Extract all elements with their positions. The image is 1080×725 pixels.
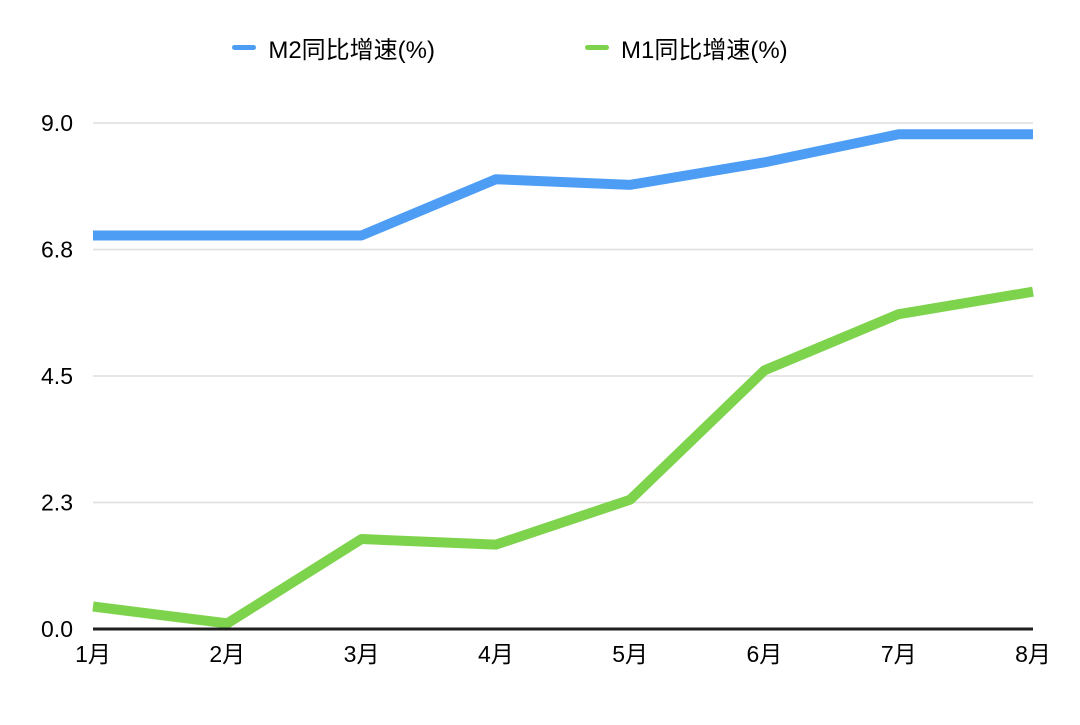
y-tick-label: 4.5 xyxy=(41,363,73,389)
legend-marker-m2-icon xyxy=(232,45,257,50)
x-tick-label: 2月 xyxy=(209,641,245,667)
x-tick-label: 7月 xyxy=(881,641,917,667)
legend-label-m2: M2同比增速(%) xyxy=(268,37,435,64)
legend-item-m2: M2同比增速(%) xyxy=(232,30,435,65)
series-line-m2 xyxy=(93,129,1033,241)
series-line-m1 xyxy=(92,286,1034,629)
legend-marker-m1-icon xyxy=(585,45,609,50)
x-tick-label: 3月 xyxy=(344,641,380,667)
y-tick-label: 6.8 xyxy=(41,237,73,263)
x-tick-label: 5月 xyxy=(612,641,648,667)
x-tick-label: 8月 xyxy=(1015,641,1051,667)
y-tick-label: 2.3 xyxy=(41,490,73,516)
legend-label-m1: M1同比增速(%) xyxy=(621,37,788,64)
y-tick-label: 0.0 xyxy=(41,616,73,642)
legend: M2同比增速(%) M1同比增速(%) xyxy=(0,30,1080,65)
y-tick-label: 9.0 xyxy=(41,110,73,136)
legend-item-m1: M1同比增速(%) xyxy=(585,30,788,65)
x-tick-label: 6月 xyxy=(747,641,783,667)
x-tick-label: 1月 xyxy=(75,641,111,667)
x-tick-label: 4月 xyxy=(478,641,514,667)
